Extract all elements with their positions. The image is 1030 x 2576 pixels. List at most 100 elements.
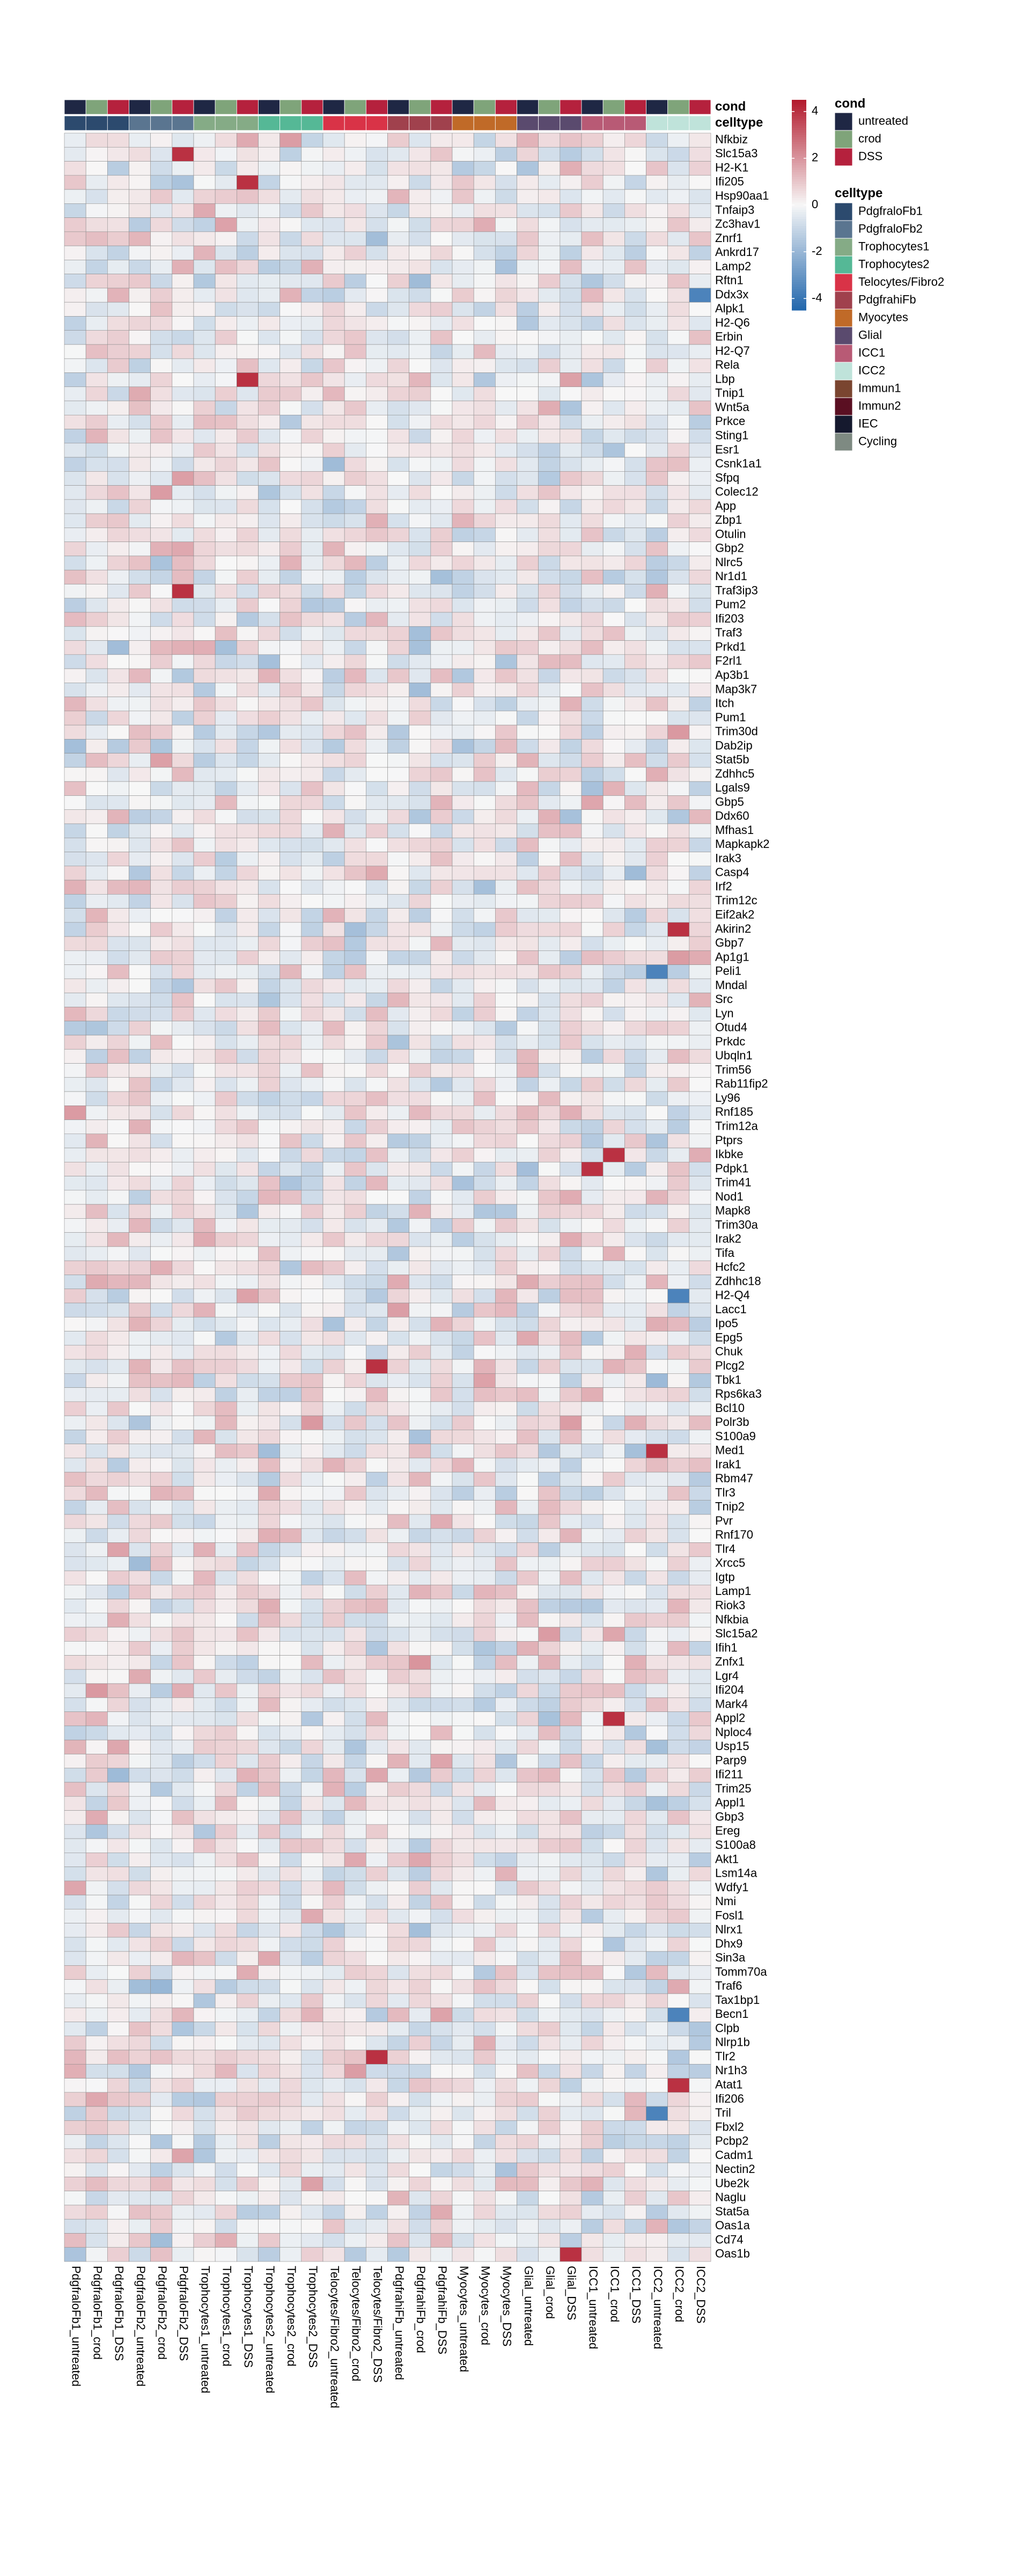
heatmap-cell <box>107 809 129 824</box>
heatmap-cell <box>279 781 302 796</box>
heatmap-cell <box>215 795 237 810</box>
heatmap-cell <box>667 569 690 584</box>
heatmap-cell <box>85 1697 108 1712</box>
row-label: Igtp <box>715 1570 735 1584</box>
heatmap-cell <box>560 528 582 542</box>
heatmap-cell <box>150 1147 173 1162</box>
heatmap-cell <box>602 541 625 557</box>
heatmap-cell <box>64 217 86 232</box>
heatmap-cell <box>581 1697 604 1712</box>
heatmap-cell <box>215 1458 237 1473</box>
heatmap-cell <box>581 823 604 838</box>
heatmap-cell <box>430 2063 453 2079</box>
heatmap-cell <box>430 161 453 176</box>
heatmap-cell <box>473 795 496 810</box>
heatmap-cell <box>538 1796 561 1811</box>
heatmap-cell <box>646 1063 668 1078</box>
heatmap-cell <box>64 739 86 753</box>
heatmap-cell <box>538 711 561 726</box>
heatmap-cell <box>107 2092 129 2107</box>
heatmap-cell <box>517 1007 539 1021</box>
heatmap-cell <box>150 1415 173 1430</box>
heatmap-cell <box>387 683 409 697</box>
heatmap-cell <box>538 1599 561 1614</box>
row-label: Tril <box>715 2106 731 2119</box>
heatmap-cell <box>409 1584 431 1599</box>
heatmap-cell <box>452 147 474 162</box>
heatmap-cell <box>129 513 151 528</box>
heatmap-cell <box>150 330 173 345</box>
heatmap-cell <box>237 1711 259 1726</box>
heatmap-cell <box>237 1683 259 1698</box>
heatmap-cell <box>107 1542 129 1557</box>
heatmap-cell <box>279 739 302 753</box>
heatmap-cell <box>172 1514 194 1529</box>
heatmap-cell <box>301 1979 323 1994</box>
heatmap-cell <box>150 1796 173 1811</box>
heatmap-cell <box>430 1077 453 1092</box>
heatmap-cell <box>602 2078 625 2093</box>
heatmap-cell <box>322 1077 345 1092</box>
heatmap-cell <box>624 2007 646 2022</box>
heatmap-cell <box>193 978 216 993</box>
heatmap-cell <box>258 1345 280 1360</box>
heatmap-cell <box>387 950 409 965</box>
heatmap-cell <box>322 626 345 641</box>
heatmap-cell <box>667 1275 690 1290</box>
colorbar-segment <box>792 249 806 252</box>
heatmap-cell <box>409 528 431 542</box>
legend-label: Glial <box>858 328 882 341</box>
heatmap-cell <box>215 2078 237 2093</box>
heatmap-cell <box>150 1810 173 1825</box>
heatmap-cell <box>689 147 711 162</box>
heatmap-cell <box>215 950 237 965</box>
heatmap-cell <box>107 1260 129 1275</box>
row-label: Nr1h3 <box>715 2063 747 2077</box>
heatmap-cell <box>689 1387 711 1402</box>
heatmap-cell <box>689 584 711 599</box>
heatmap-cell <box>215 809 237 824</box>
heatmap-cell <box>452 1260 474 1275</box>
heatmap-cell <box>172 908 194 923</box>
heatmap-cell <box>495 555 517 570</box>
heatmap-cell <box>172 950 194 965</box>
heatmap-cell <box>215 316 237 331</box>
heatmap-cell <box>322 386 345 401</box>
heatmap-cell <box>409 781 431 796</box>
heatmap-cell <box>193 2120 216 2135</box>
heatmap-cell <box>301 485 323 500</box>
heatmap-cell <box>237 2191 259 2206</box>
heatmap-cell <box>107 1458 129 1473</box>
heatmap-cell <box>430 978 453 993</box>
heatmap-cell <box>624 2092 646 2107</box>
heatmap-cell <box>560 2219 582 2234</box>
heatmap-cell <box>409 1965 431 1980</box>
heatmap-cell <box>430 1119 453 1135</box>
heatmap-cell <box>560 2177 582 2191</box>
heatmap-cell <box>473 584 496 599</box>
heatmap-cell <box>646 471 668 486</box>
heatmap-cell <box>344 978 366 993</box>
heatmap-cell <box>64 541 86 557</box>
heatmap-cell <box>602 372 625 387</box>
heatmap-cell <box>646 936 668 951</box>
heatmap-cell <box>624 2191 646 2206</box>
heatmap-cell <box>129 1725 151 1740</box>
heatmap-cell <box>517 1993 539 2008</box>
heatmap-cell <box>237 1824 259 1839</box>
heatmap-cell <box>452 2219 474 2234</box>
heatmap-cell <box>689 2106 711 2121</box>
heatmap-cell <box>667 711 690 726</box>
heatmap-cell <box>107 1655 129 1670</box>
heatmap-cell <box>495 175 517 190</box>
heatmap-cell <box>150 1613 173 1628</box>
heatmap-cell <box>107 1359 129 1374</box>
heatmap-cell <box>172 499 194 514</box>
heatmap-cell <box>624 1162 646 1176</box>
heatmap-cell <box>85 555 108 570</box>
heatmap-cell <box>387 1683 409 1698</box>
heatmap-cell <box>646 1359 668 1374</box>
row-label: Polr3b <box>715 1415 749 1429</box>
heatmap-cell <box>107 302 129 317</box>
heatmap-cell <box>193 1035 216 1050</box>
